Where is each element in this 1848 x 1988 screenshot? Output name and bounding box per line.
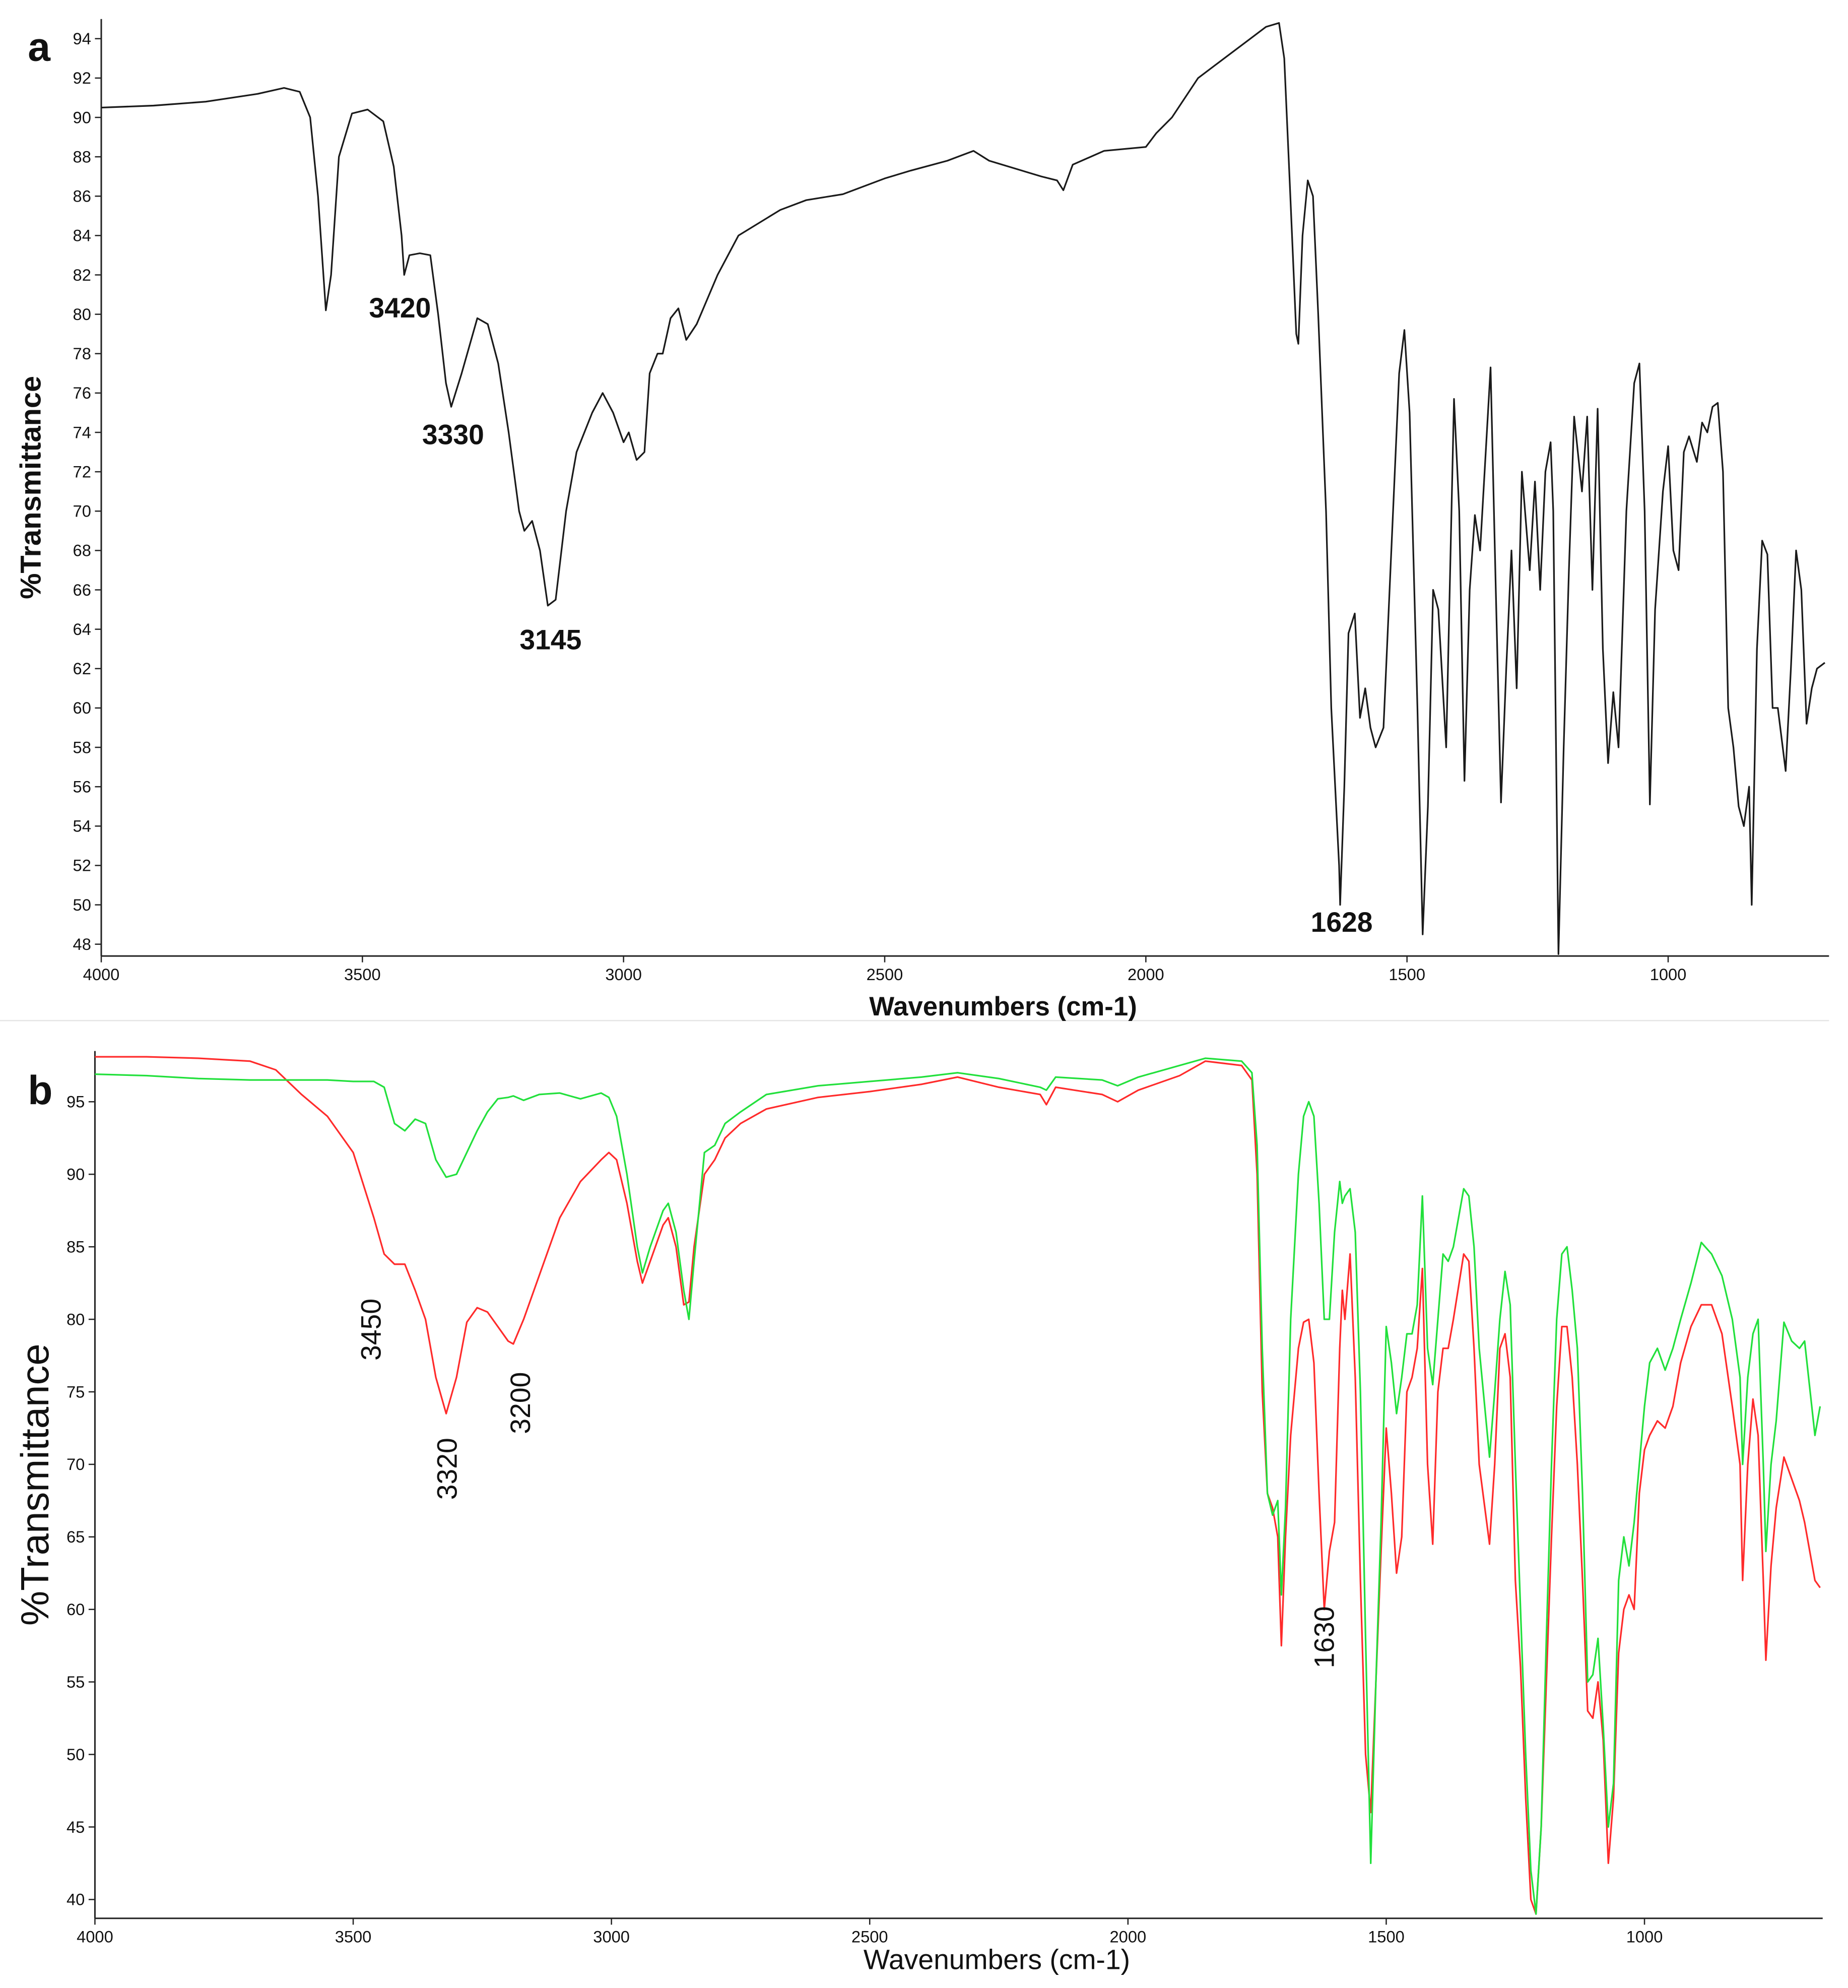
peak-annotation: 3420 — [369, 292, 431, 324]
x-tick-label: 2500 — [867, 965, 903, 984]
peak-annotation: 3145 — [519, 624, 581, 656]
spectrum-line — [101, 22, 1826, 955]
x-axis-label: Wavenumbers (cm-1) — [864, 1944, 1130, 1975]
y-tick-label: 84 — [73, 226, 91, 245]
y-tick-label: 85 — [67, 1237, 85, 1256]
x-tick-label: 3500 — [335, 1928, 372, 1946]
y-tick-label: 90 — [73, 108, 91, 126]
y-tick-label: 60 — [67, 1600, 85, 1619]
y-tick-label: 92 — [73, 69, 91, 87]
y-tick-label: 76 — [73, 383, 91, 402]
x-tick-label: 2000 — [1110, 1928, 1147, 1946]
x-tick-label: 1500 — [1368, 1928, 1405, 1946]
x-tick-label: 1000 — [1650, 965, 1687, 984]
y-tick-label: 88 — [73, 147, 91, 166]
y-tick-label: 40 — [67, 1890, 85, 1909]
spectrum-line — [95, 1056, 1821, 1915]
spectrum-line — [95, 1057, 1821, 1915]
peak-annotation: 3200 — [505, 1372, 536, 1434]
y-tick-label: 54 — [73, 817, 91, 836]
y-tick-label: 94 — [73, 29, 91, 48]
y-tick-label: 64 — [73, 620, 91, 638]
y-tick-label: 95 — [67, 1093, 85, 1111]
peak-annotation: 3330 — [422, 419, 484, 450]
y-tick-label: 60 — [73, 698, 91, 717]
y-axis-label: %Transmittance — [15, 376, 47, 599]
x-tick-label: 1500 — [1389, 965, 1425, 984]
x-axis-label: Wavenumbers (cm-1) — [869, 992, 1137, 1021]
y-tick-label: 66 — [73, 581, 91, 599]
y-tick-label: 82 — [73, 266, 91, 284]
y-tick-label: 56 — [73, 777, 91, 796]
y-axis-label: %Transmittance — [13, 1343, 57, 1626]
x-tick-label: 2000 — [1128, 965, 1164, 984]
y-tick-label: 48 — [73, 935, 91, 953]
peak-annotation: 3320 — [431, 1438, 463, 1500]
y-tick-label: 70 — [67, 1455, 85, 1473]
y-tick-label: 55 — [67, 1673, 85, 1691]
y-tick-label: 86 — [73, 187, 91, 206]
peak-annotation: 3450 — [356, 1299, 387, 1361]
x-tick-label: 2500 — [851, 1928, 888, 1946]
x-tick-label: 3500 — [344, 965, 381, 984]
x-tick-label: 1000 — [1626, 1928, 1663, 1946]
panel-label: b — [28, 1068, 52, 1113]
y-tick-label: 70 — [73, 502, 91, 521]
y-tick-label: 58 — [73, 738, 91, 756]
panel-label: a — [28, 25, 51, 70]
y-tick-label: 52 — [73, 856, 91, 875]
x-tick-label: 3000 — [593, 1928, 630, 1946]
y-tick-label: 75 — [67, 1382, 85, 1401]
peak-annotation: 1630 — [1309, 1606, 1340, 1668]
y-tick-label: 68 — [73, 541, 91, 560]
x-tick-label: 3000 — [605, 965, 642, 984]
y-tick-label: 80 — [67, 1310, 85, 1328]
y-tick-label: 50 — [67, 1745, 85, 1764]
y-tick-label: 80 — [73, 305, 91, 324]
y-tick-label: 62 — [73, 659, 91, 678]
peak-annotation: 1628 — [1311, 907, 1373, 938]
x-tick-label: 4000 — [83, 965, 120, 984]
y-tick-label: 72 — [73, 462, 91, 481]
y-tick-label: 45 — [67, 1818, 85, 1836]
y-tick-label: 78 — [73, 344, 91, 363]
x-tick-label: 4000 — [77, 1928, 113, 1946]
y-tick-label: 65 — [67, 1527, 85, 1546]
y-tick-label: 90 — [67, 1165, 85, 1184]
y-tick-label: 50 — [73, 895, 91, 914]
y-tick-label: 74 — [73, 423, 91, 441]
